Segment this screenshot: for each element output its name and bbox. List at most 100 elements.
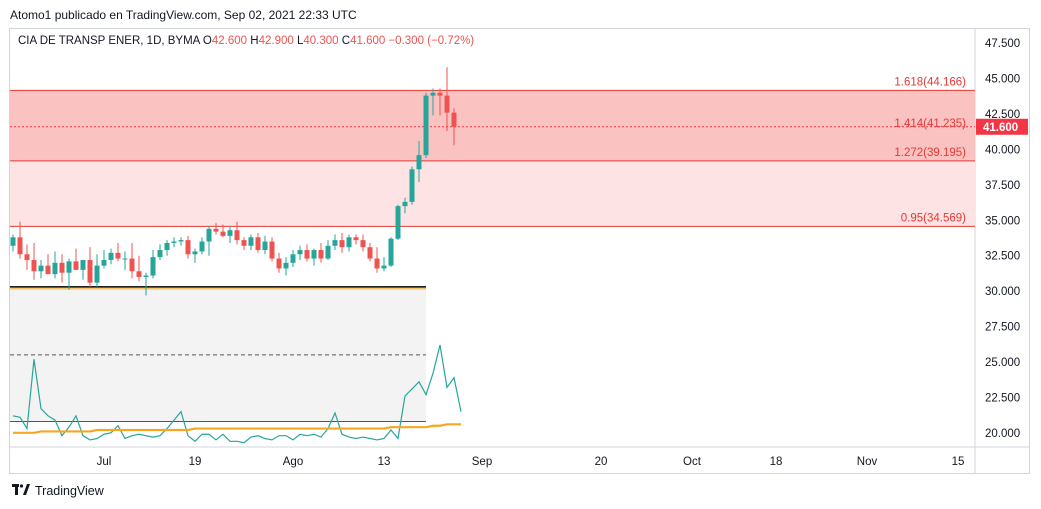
close-value: 41.600 <box>350 35 386 47</box>
candle-body <box>17 237 23 255</box>
candle-body <box>87 259 93 283</box>
candle-body <box>409 169 415 202</box>
candle-body <box>122 258 128 260</box>
candle-body <box>206 228 212 242</box>
y-tick-label: 40.000 <box>985 144 1020 156</box>
candle-body <box>353 237 359 241</box>
y-tick-label: 25.000 <box>985 357 1020 369</box>
x-tick-label: 18 <box>770 456 783 468</box>
oscillator-ma-line <box>13 423 461 434</box>
last-price-label: 41.600 <box>983 122 1018 134</box>
candle-body <box>255 237 261 251</box>
fib-level-label: 0.95(34.569) <box>901 212 966 224</box>
tradingview-logo-icon[interactable] <box>12 484 30 498</box>
candle-body <box>108 252 114 260</box>
x-tick-label: Ago <box>283 456 303 468</box>
change-value: −0.300 (−0.72%) <box>388 35 475 47</box>
footer-brand[interactable]: TradingView <box>35 484 104 498</box>
candle-body <box>178 240 184 242</box>
y-tick-label: 27.500 <box>985 322 1020 334</box>
candle-body <box>150 257 156 276</box>
candle-body <box>136 271 142 277</box>
candle-body <box>10 237 16 246</box>
x-tick-label: 19 <box>189 456 202 468</box>
candle-body <box>451 112 457 127</box>
candle-body <box>24 254 30 260</box>
y-tick-label: 37.500 <box>985 180 1020 192</box>
candle-body <box>430 92 436 96</box>
candle-body <box>402 201 408 207</box>
candle-body <box>45 265 51 275</box>
candle-body <box>94 265 100 283</box>
candle-body <box>437 92 443 96</box>
candle-body <box>31 259 37 272</box>
candle-body <box>269 241 275 259</box>
high-label: H <box>250 35 259 47</box>
candle-body <box>227 230 233 236</box>
candle-body <box>80 259 86 270</box>
candle-body <box>290 254 296 263</box>
candle-body <box>143 275 149 277</box>
publisher-byline: Atomo1 publicado en TradingView.com, Sep… <box>10 8 357 22</box>
candle-body <box>395 206 401 239</box>
candle-body <box>164 242 170 251</box>
candle-body <box>199 241 205 252</box>
x-tick-label: 13 <box>378 456 391 468</box>
footer: TradingView <box>12 484 104 498</box>
x-tick-label: Jul <box>97 456 112 468</box>
candle-body <box>185 240 191 255</box>
candle-body <box>115 252 121 259</box>
symbol-legend: CIA DE TRANSP ENER, 1D, BYMA O42.600 H42… <box>18 35 474 47</box>
candle-body <box>325 245 331 259</box>
candle-body <box>38 265 44 272</box>
open-label: O <box>202 35 212 47</box>
candle-body <box>101 259 107 266</box>
x-tick-label: Oct <box>683 456 702 468</box>
symbol-name: CIA DE TRANSP ENER, 1D, BYMA <box>18 35 200 47</box>
candle-body <box>213 228 219 232</box>
candle-body <box>171 241 177 243</box>
candle-body <box>339 240 345 248</box>
y-tick-label: 32.500 <box>985 251 1020 263</box>
candle-body <box>129 258 135 272</box>
last-price-badge <box>976 118 1028 135</box>
y-tick-label: 30.000 <box>985 286 1020 298</box>
oscillator-line <box>12 344 462 444</box>
candle-body <box>318 250 324 259</box>
y-tick-label: 42.500 <box>985 109 1020 121</box>
fib-level-label: 1.414(41.235) <box>894 118 966 130</box>
fib-zone-lower <box>10 160 975 227</box>
low-value: 40.300 <box>303 35 339 47</box>
y-tick-label: 22.500 <box>985 392 1020 404</box>
open-value: 42.600 <box>211 35 248 47</box>
candle-body <box>248 237 254 246</box>
candle-body <box>276 258 282 269</box>
candle-body <box>423 95 429 156</box>
y-tick-label: 35.000 <box>985 215 1020 227</box>
candle-body <box>52 262 58 275</box>
candle-body <box>73 261 79 270</box>
candle-body <box>283 262 289 269</box>
candle-body <box>241 240 247 246</box>
fib-level-label: 1.618(44.166) <box>894 76 966 88</box>
fib-zone-upper <box>10 90 975 161</box>
y-tick-label: 20.000 <box>985 428 1020 440</box>
x-tick-label: 20 <box>595 456 608 468</box>
candle-body <box>297 250 303 255</box>
candle-body <box>157 250 163 258</box>
candle-body <box>346 237 352 248</box>
candle-body <box>381 265 387 269</box>
close-label: C <box>341 35 351 47</box>
candle-body <box>234 230 240 241</box>
oscillator-panel-bg <box>10 286 426 422</box>
candle-body <box>304 250 310 259</box>
candle-body <box>332 240 338 246</box>
candle-body <box>192 251 198 255</box>
fib-level-label: 1.272(39.195) <box>894 147 966 159</box>
chart-frame <box>9 28 1030 474</box>
y-tick-label: 47.500 <box>985 38 1020 50</box>
candle-body <box>360 240 366 248</box>
candle-body <box>374 258 380 269</box>
y-tick-label: 45.000 <box>985 74 1020 86</box>
